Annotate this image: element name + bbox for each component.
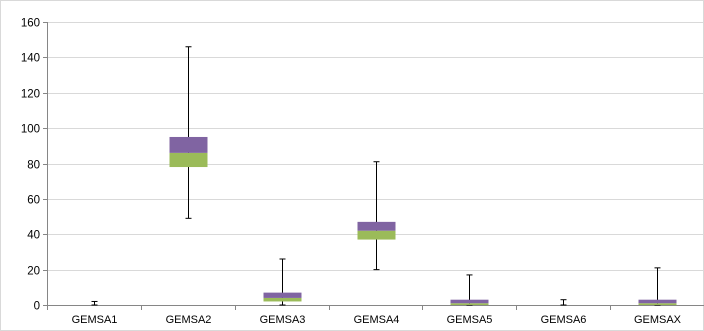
box-upper [638, 299, 677, 304]
category-label: GEMSA4 [354, 314, 400, 326]
y-tick-label: 160 [21, 18, 40, 30]
y-tick-label: 0 [34, 301, 40, 313]
box-upper [450, 299, 489, 304]
axes [43, 22, 704, 310]
gridlines [47, 22, 704, 271]
box-lower [169, 152, 208, 168]
y-tick-label: 40 [27, 230, 40, 242]
box-upper [169, 136, 208, 153]
box-lower [263, 297, 302, 302]
y-tick-label: 120 [21, 89, 40, 101]
box-lower [357, 230, 396, 240]
category-label: GEMSA5 [447, 314, 493, 326]
category-label: GEMSA6 [541, 314, 587, 326]
boxes [91, 46, 677, 306]
y-tick-label: 140 [21, 53, 40, 65]
y-tick-label: 80 [27, 160, 40, 172]
box-upper [263, 292, 302, 298]
category-label: GEMSA1 [72, 314, 118, 326]
box-lower [638, 303, 677, 305]
box-upper [357, 221, 396, 231]
category-label: GEMSA3 [260, 314, 306, 326]
y-tick-label: 100 [21, 124, 40, 136]
y-tick-label: 20 [27, 266, 40, 278]
box-lower [450, 303, 489, 305]
y-tick-label: 60 [27, 195, 40, 207]
category-label: GEMSA2 [166, 314, 212, 326]
labels: 0 20 40 60 80 100 120 140 160 GEMSA1 GEMSA2 GEMSA3 G… [21, 18, 682, 327]
category-label: GEMSAX [634, 314, 682, 326]
